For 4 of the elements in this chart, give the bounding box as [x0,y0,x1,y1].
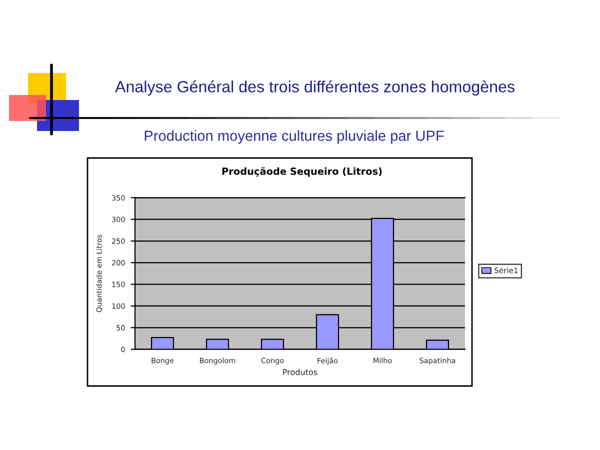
x-axis-title: Produtos [283,368,318,376]
chart-subtitle: Production moyenne cultures pluviale par UPF [144,130,444,144]
chart-title: Analyse Général des trois différentes zones homogènes [115,80,514,96]
text: Produçãode Sequeiro (Litros) [222,167,382,177]
